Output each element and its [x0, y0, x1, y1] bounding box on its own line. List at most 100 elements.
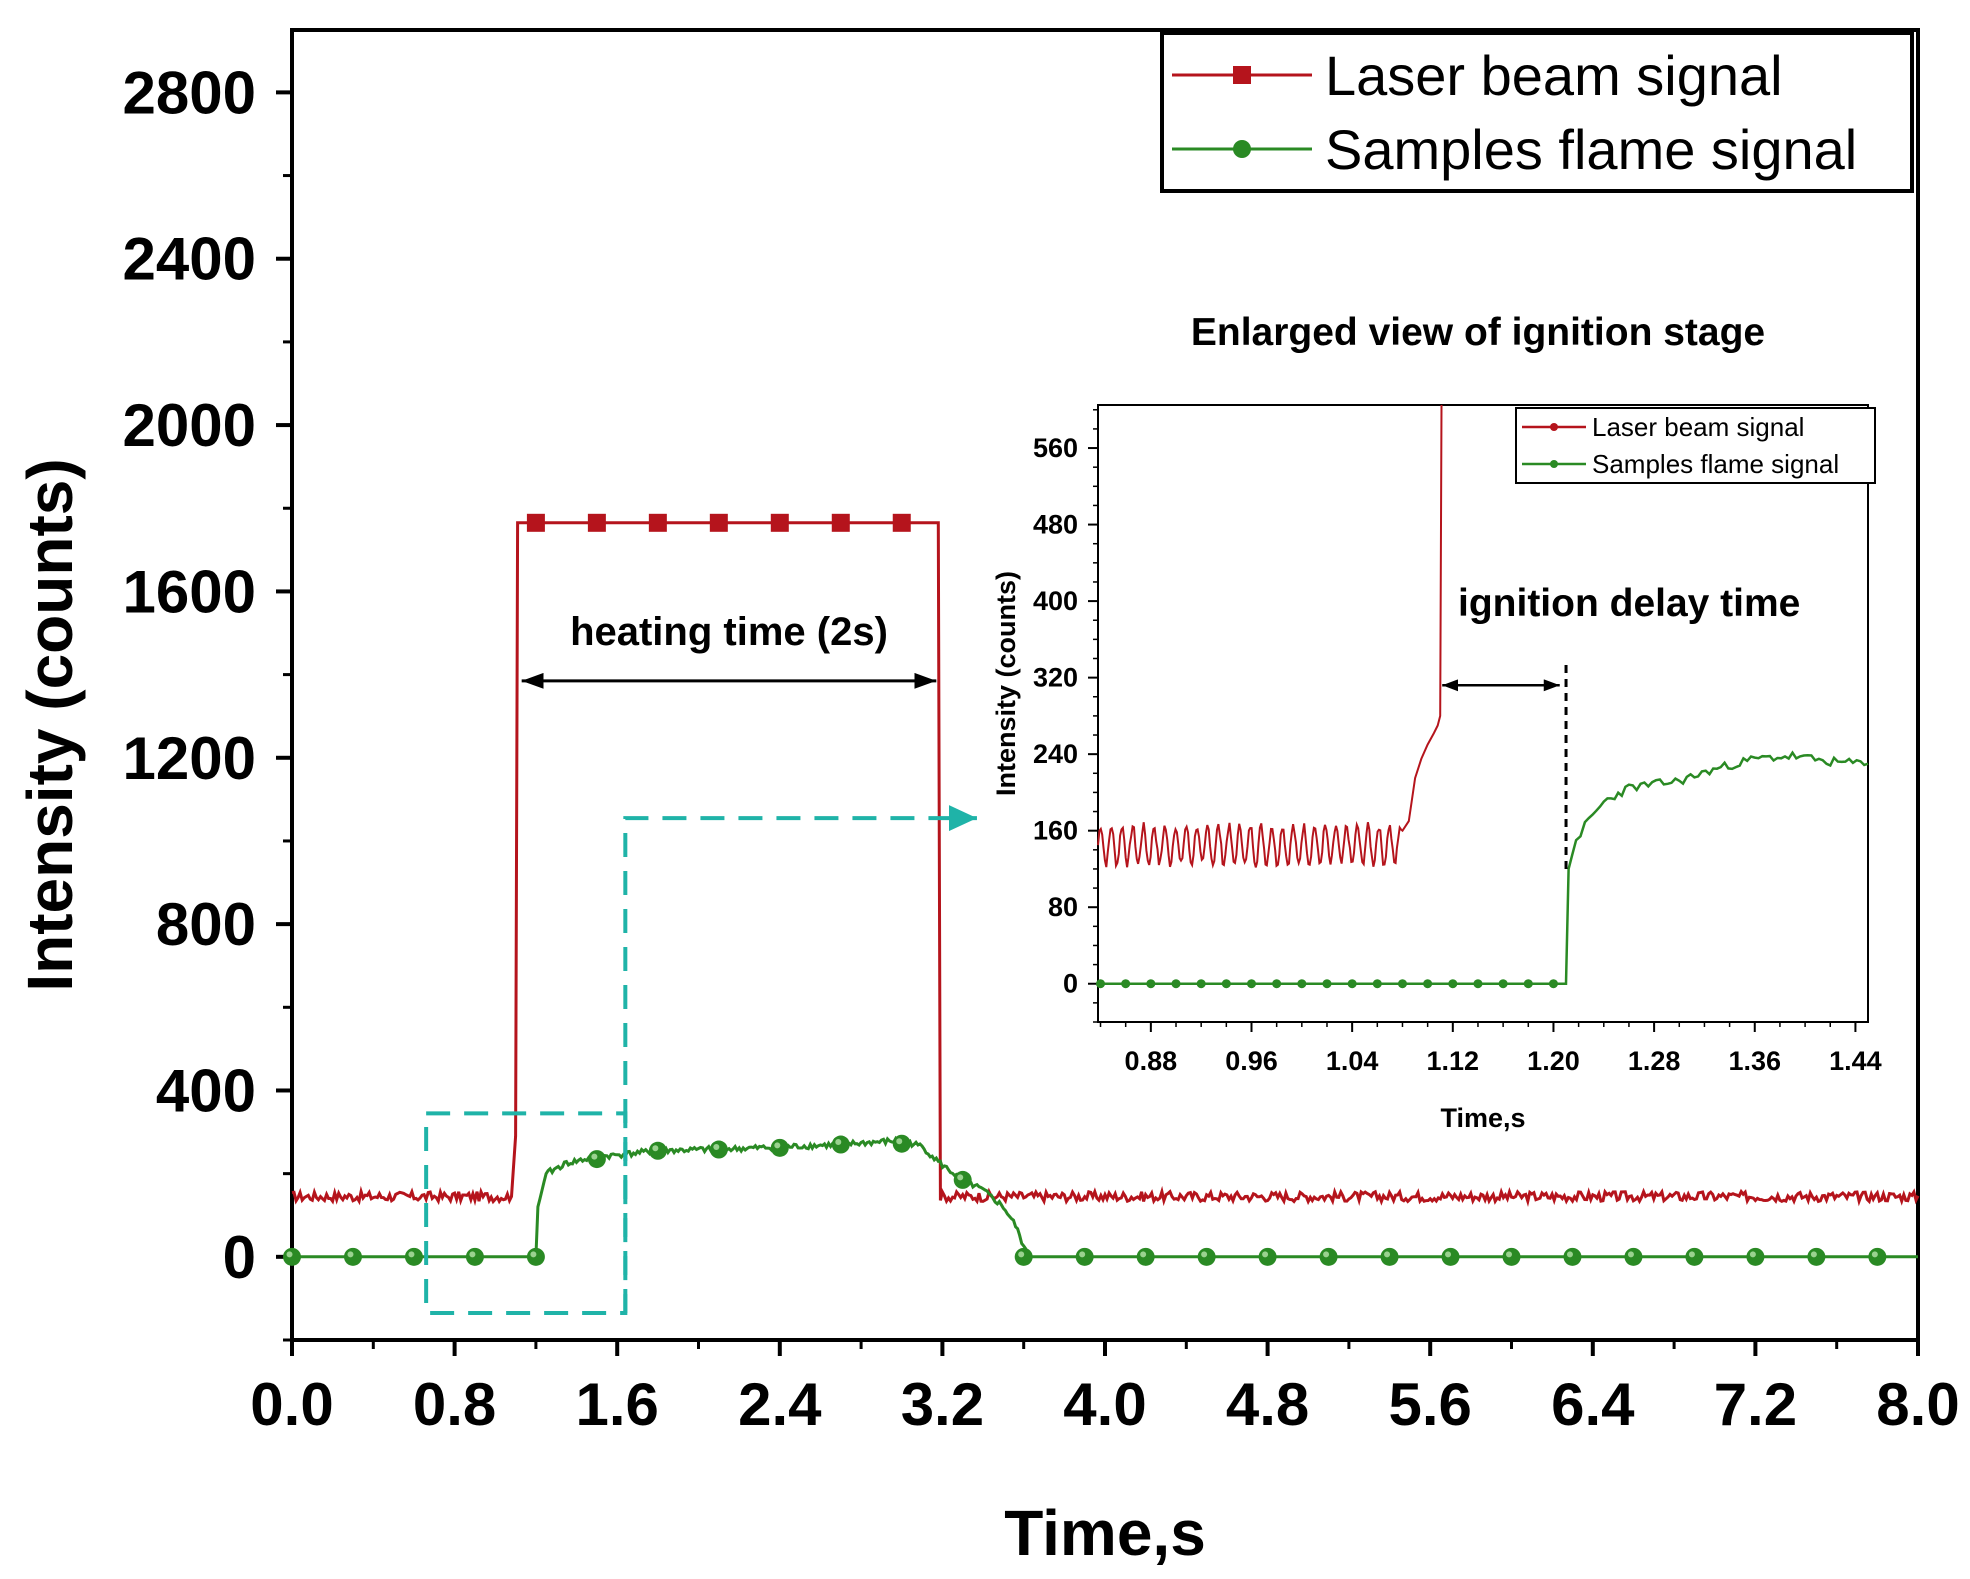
inset-y-tick-label: 400 [1033, 586, 1078, 616]
marker-samples-flame [1563, 1247, 1582, 1266]
inset-marker-samples-flame [1322, 979, 1332, 989]
marker-samples-flame [648, 1141, 667, 1160]
marker-samples-flame-highlight [835, 1139, 842, 1146]
inset-marker-samples-flame [1272, 979, 1282, 989]
marker-samples-flame [526, 1247, 545, 1266]
inset-marker-samples-flame [1146, 979, 1156, 989]
marker-samples-flame-highlight [774, 1142, 781, 1149]
inset-y-tick-label: 240 [1033, 739, 1078, 769]
main-x-axis-title: Time,s [1004, 1497, 1206, 1569]
marker-samples-flame [1441, 1247, 1460, 1266]
marker-samples-flame-highlight [469, 1251, 476, 1258]
inset-marker-samples-flame [1096, 979, 1106, 989]
inset-legend-label-samples-flame: Samples flame signal [1592, 449, 1839, 479]
marker-samples-flame [892, 1134, 911, 1153]
main-y-tick-label: 2800 [123, 59, 256, 126]
main-x-tick-label: 5.6 [1388, 1371, 1471, 1438]
zoom-pointer-arrow [623, 805, 977, 1313]
inset-x-tick-label: 0.88 [1125, 1046, 1178, 1076]
inset-marker-samples-flame [1473, 979, 1483, 989]
inset-marker-samples-flame [1498, 979, 1508, 989]
marker-samples-flame-highlight [286, 1251, 293, 1258]
marker-samples-flame [1319, 1247, 1338, 1266]
main-y-tick-label: 0 [223, 1224, 256, 1291]
series-line-samples-flame [292, 1135, 1918, 1259]
inset-marker-samples-flame [1246, 979, 1256, 989]
marker-samples-flame-highlight [713, 1144, 720, 1151]
main-legend [1160, 31, 1914, 193]
marker-samples-flame [709, 1140, 728, 1159]
inset-marker-samples-flame [1397, 979, 1407, 989]
inset-y-axis-title: Intensity (counts) [991, 571, 1021, 796]
marker-samples-flame-highlight [652, 1145, 659, 1152]
inset-y-tick-label: 0 [1063, 969, 1078, 999]
inset-x-tick-label: 1.12 [1427, 1046, 1480, 1076]
marker-samples-flame [1075, 1247, 1094, 1266]
marker-samples-flame [587, 1150, 606, 1169]
marker-samples-flame-highlight [1018, 1251, 1025, 1258]
marker-samples-flame-highlight [1262, 1251, 1269, 1258]
marker-samples-flame-highlight [1079, 1251, 1086, 1258]
zoom-region-box [424, 1111, 628, 1315]
marker-samples-flame [1197, 1247, 1216, 1266]
marker-samples-flame-highlight [1201, 1251, 1208, 1258]
marker-samples-flame-highlight [1445, 1251, 1452, 1258]
main-x-tick-label: 4.8 [1226, 1371, 1309, 1438]
inset-title: Enlarged view of ignition stage [1191, 311, 1765, 354]
marker-laser-beam [648, 513, 667, 532]
marker-samples-flame [1624, 1247, 1643, 1266]
marker-samples-flame [343, 1247, 362, 1266]
main-x-tick-label: 1.6 [575, 1371, 658, 1438]
marker-samples-flame-highlight [530, 1251, 537, 1258]
inset-marker-samples-flame [1347, 979, 1357, 989]
marker-samples-flame [1685, 1247, 1704, 1266]
inset-marker-samples-flame [1448, 979, 1458, 989]
inset-y-tick-label: 160 [1033, 816, 1078, 846]
marker-samples-flame [283, 1247, 301, 1266]
marker-samples-flame [1258, 1247, 1277, 1266]
marker-laser-beam [587, 513, 606, 532]
inset-marker-samples-flame [1121, 979, 1131, 989]
inset-x-tick-label: 0.96 [1225, 1046, 1278, 1076]
marker-samples-flame [1014, 1247, 1033, 1266]
main-x-tick-label: 8.0 [1876, 1371, 1959, 1438]
marker-samples-flame [1502, 1247, 1521, 1266]
inset-legend-marker-samples-flame [1550, 460, 1558, 468]
marker-samples-flame-highlight [1871, 1251, 1878, 1258]
heating-time-label: heating time (2s) [570, 610, 888, 654]
main-y-tick-label: 400 [156, 1057, 256, 1124]
inset-legend [1515, 407, 1876, 484]
main-y-tick-label: 2400 [123, 226, 256, 293]
marker-samples-flame [404, 1247, 423, 1266]
main-x-tick-label: 7.2 [1714, 1371, 1797, 1438]
marker-samples-flame-highlight [1566, 1251, 1573, 1258]
inset-y-tick-label: 320 [1033, 663, 1078, 693]
inset-plot-frame [1097, 404, 1869, 1023]
marker-samples-flame-highlight [1506, 1251, 1512, 1258]
main-x-tick-label: 0.8 [413, 1371, 496, 1438]
inset-marker-samples-flame [1221, 979, 1231, 989]
main-y-tick-label: 2000 [123, 392, 256, 459]
marker-laser-beam [526, 513, 545, 532]
main-y-tick-label: 1600 [123, 558, 256, 625]
inset-y-tick-label: 560 [1033, 433, 1078, 463]
marker-samples-flame-highlight [591, 1153, 598, 1160]
marker-samples-flame-highlight [347, 1251, 354, 1258]
marker-laser-beam [831, 513, 850, 532]
marker-laser-beam [770, 513, 789, 532]
marker-samples-flame [1136, 1247, 1155, 1266]
marker-samples-flame [1380, 1247, 1399, 1266]
inset-x-tick-label: 1.36 [1728, 1046, 1781, 1076]
inset-x-tick-label: 1.44 [1829, 1046, 1882, 1076]
inset-legend-label-laser-beam: Laser beam signal [1592, 412, 1804, 442]
main-y-axis-title: Intensity (counts) [14, 458, 86, 991]
main-x-tick-label: 4.0 [1063, 1371, 1146, 1438]
inset-marker-samples-flame [1297, 979, 1307, 989]
inset-marker-samples-flame [1372, 979, 1382, 989]
marker-samples-flame-highlight [1688, 1251, 1695, 1258]
marker-samples-flame [1746, 1247, 1765, 1266]
main-x-tick-label: 3.2 [901, 1371, 984, 1438]
marker-samples-flame-highlight [1749, 1251, 1756, 1258]
marker-samples-flame [770, 1138, 789, 1157]
